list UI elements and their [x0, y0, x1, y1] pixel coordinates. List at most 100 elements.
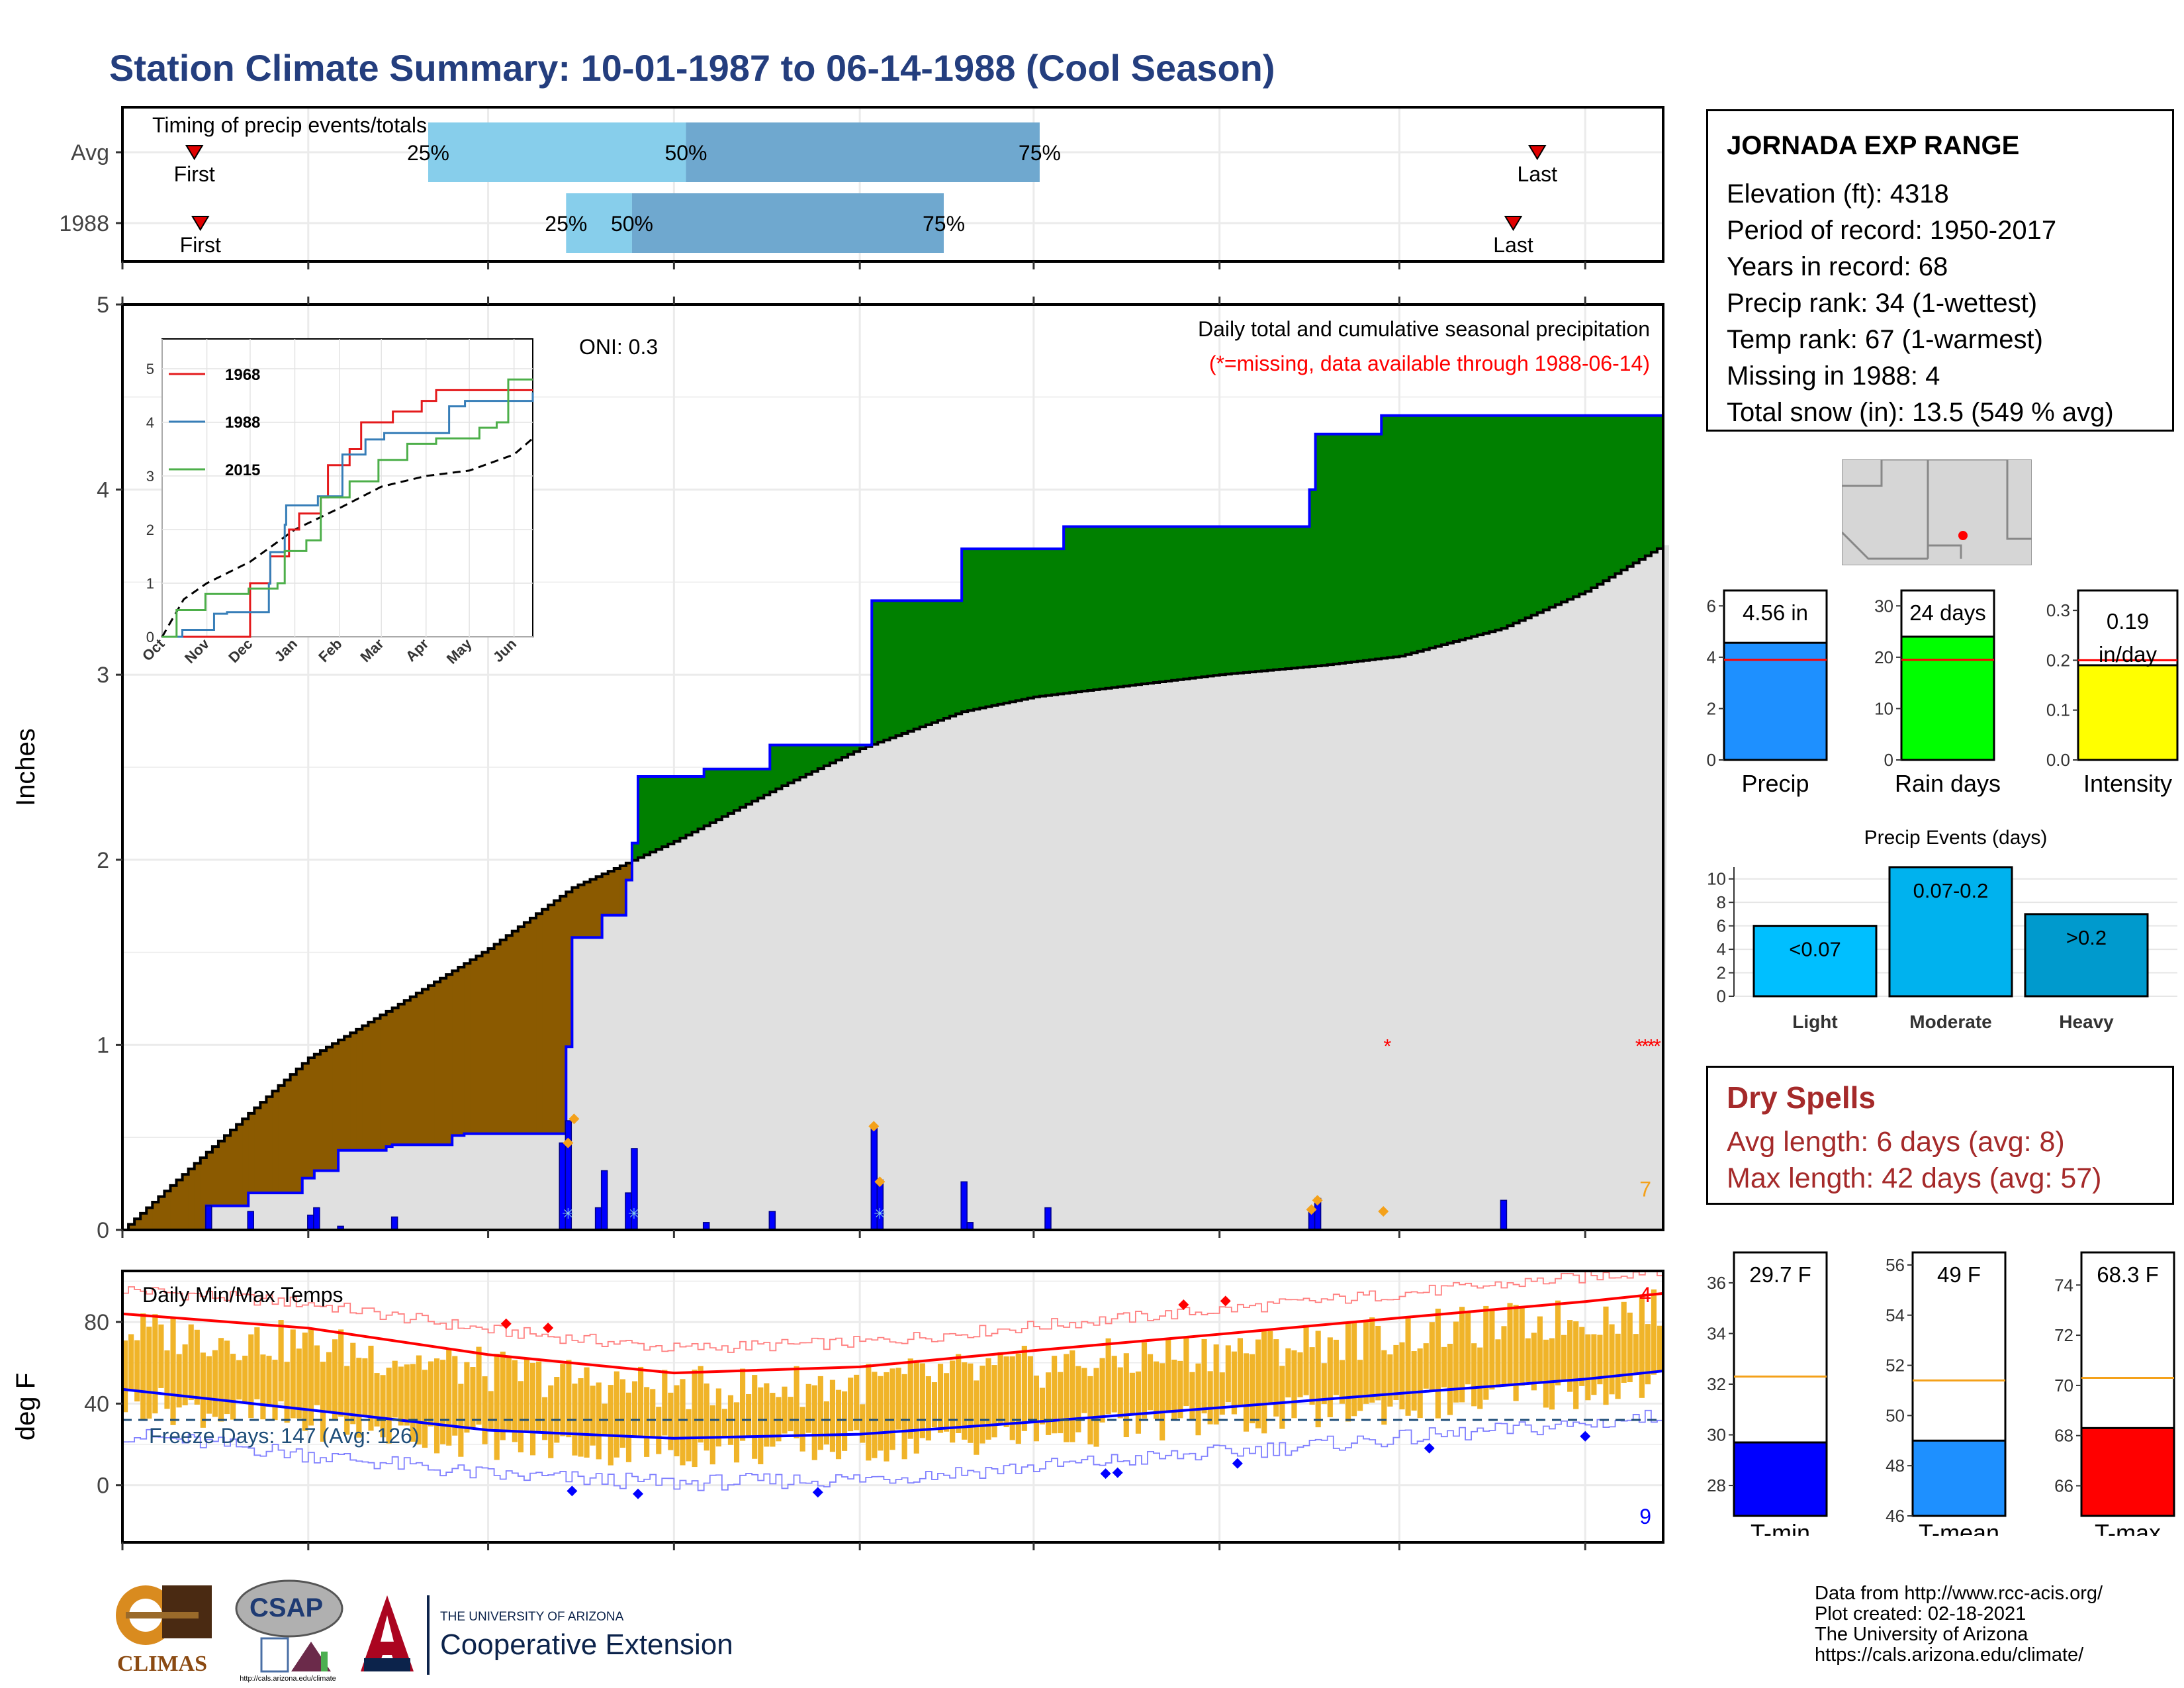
below-average-fill [332, 1043, 339, 1171]
daily-temp-bar [907, 1358, 913, 1439]
daily-temp-bar [1537, 1316, 1543, 1382]
inset-y-tick: 2 [146, 522, 154, 538]
daily-temp-bar [1399, 1342, 1405, 1410]
y-tick-label: 0 [97, 1218, 109, 1243]
above-average-fill [1495, 415, 1502, 630]
above-average-fill [668, 776, 674, 844]
above-average-fill [1207, 526, 1214, 677]
below-average-fill [602, 874, 609, 915]
above-average-fill [907, 600, 915, 731]
daily-precip-bar [768, 1211, 776, 1231]
summary-value-bar [2080, 1427, 2175, 1517]
daily-temp-bar [236, 1360, 242, 1400]
daily-temp-bar [631, 1381, 638, 1438]
above-average-fill [1519, 415, 1526, 621]
above-average-fill [1453, 415, 1460, 642]
above-average-fill [1399, 415, 1406, 657]
daily-temp-bar [1405, 1318, 1411, 1416]
above-average-fill [1231, 526, 1238, 674]
daily-temp-bar [434, 1358, 440, 1454]
daily-temp-bar [1303, 1325, 1309, 1395]
record-low-marker [1112, 1467, 1123, 1478]
daily-temp-bar [1255, 1339, 1261, 1429]
missing-data-marker: * [1635, 1035, 1643, 1057]
below-average-fill [529, 917, 537, 1134]
daily-temp-bar [1154, 1361, 1160, 1419]
daily-temp-bar [1465, 1310, 1471, 1385]
event-bar-label: <0.07 [1789, 938, 1841, 961]
above-average-fill [1501, 415, 1508, 629]
below-average-fill [320, 1051, 327, 1171]
above-average-fill [1579, 415, 1586, 594]
y-tick-label: 80 [84, 1310, 109, 1335]
daily-temp-bar [668, 1392, 674, 1450]
precip-events-chart: Precip Events (days) <0.07 Light 0.07-0.2 Mo… [1707, 827, 2177, 1032]
above-average-fill [1291, 526, 1298, 669]
daily-temp-bar [1429, 1322, 1435, 1390]
x-tick-label: Apr [1202, 1554, 1237, 1556]
daily-precip-bar [247, 1211, 254, 1231]
event-bar-label: 0.07-0.2 [1913, 879, 1989, 902]
daily-temp-bar [523, 1359, 530, 1430]
daily-temp-bar [1489, 1308, 1495, 1390]
daily-temp-bar [518, 1381, 524, 1453]
daily-temp-bar [566, 1360, 572, 1438]
above-average-fill [1213, 526, 1220, 676]
daily-temp-bar [698, 1366, 704, 1443]
above-average-fill [1249, 526, 1256, 673]
first-label: First [180, 233, 221, 257]
daily-temp-bar [1591, 1334, 1597, 1395]
above-average-fill [733, 769, 741, 811]
y-axis-label: deg F [11, 1373, 40, 1440]
temp-chart-title: Daily Min/Max Temps [142, 1283, 343, 1307]
daily-temp-bar [625, 1392, 632, 1462]
y-tick-label: 5 [97, 293, 109, 318]
event-category-label: Heavy [2059, 1011, 2114, 1032]
daily-temp-bar [512, 1360, 518, 1442]
above-average-fill [1489, 415, 1496, 632]
x-tick-label: Dec [468, 1554, 508, 1556]
daily-temp-bar [1501, 1326, 1507, 1386]
event-bar [1888, 866, 2013, 998]
daily-temp-bar [925, 1376, 931, 1441]
below-average-fill [272, 1091, 279, 1194]
events-chart-title: Precip Events (days) [1864, 827, 2048, 849]
below-average-fill [578, 884, 585, 938]
summary-bars: 0 2 4 6 Precip 4.56 in 0 10 20 30 Rain days 24 days… [1707, 589, 2179, 797]
daily-temp-bar [302, 1333, 308, 1431]
daily-temp-bar [884, 1372, 889, 1462]
below-average-fill [554, 900, 561, 1134]
daily-temp-bar [1027, 1356, 1033, 1420]
events-y-tick: 10 [1707, 869, 1726, 889]
above-average-fill [1483, 415, 1490, 633]
above-average-fill [782, 745, 789, 786]
daily-temp-bar [770, 1393, 776, 1447]
above-average-fill [776, 745, 783, 789]
missing-data-marker: * [1383, 1035, 1391, 1057]
daily-precip-bar [960, 1181, 968, 1231]
y-tick-label: 4 [97, 478, 109, 503]
above-average-fill [1369, 434, 1376, 660]
daily-temp-bar [1135, 1371, 1142, 1434]
summary-category-label: Intensity [2083, 770, 2172, 797]
above-average-fill [1243, 526, 1250, 673]
below-average-fill [608, 871, 615, 915]
inset-y-tick: 1 [146, 575, 154, 592]
daily-temp-bar [991, 1365, 997, 1438]
inset-y-tick: 4 [146, 414, 154, 431]
event-category-label: Moderate [1909, 1011, 1991, 1032]
daily-temp-bar [872, 1372, 878, 1458]
above-average-fill [1543, 415, 1550, 610]
x-tick-label: May [1378, 1554, 1420, 1556]
daily-temp-bar [1561, 1335, 1567, 1382]
daily-temp-bar [842, 1391, 848, 1451]
daily-precip-bar [390, 1216, 398, 1231]
above-average-fill [746, 769, 752, 804]
above-average-fill [1381, 415, 1388, 659]
daily-temp-bar [152, 1314, 158, 1414]
csap-text: CSAP [250, 1593, 324, 1622]
daily-temp-bar [644, 1387, 650, 1457]
daily-temp-bar [176, 1354, 182, 1408]
above-average-fill [1021, 549, 1028, 700]
